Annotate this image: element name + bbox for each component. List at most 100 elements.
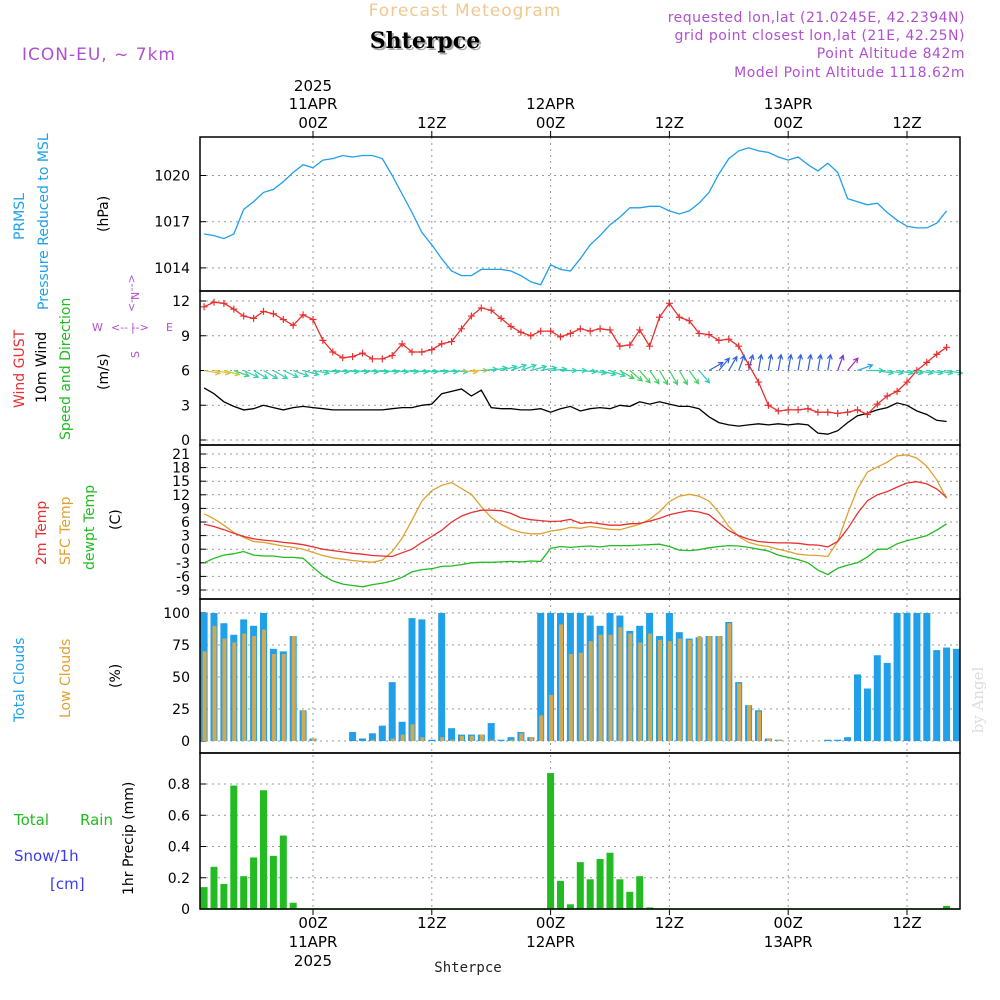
wind-arrow [382, 368, 400, 375]
wind-arrow [847, 357, 859, 371]
total-cloud-bar [883, 662, 891, 741]
wind-arrow [787, 353, 794, 371]
wind-arrow [649, 370, 660, 385]
gust-marker [359, 349, 366, 357]
wind-arrow [658, 370, 669, 386]
wind-gust-label: Wind GUST [12, 329, 28, 408]
low-cloud-bar [737, 683, 742, 741]
pressure-tick-label: 1014 [154, 261, 190, 277]
precip-tick-label: 0 [181, 902, 190, 918]
gust-marker [299, 311, 307, 319]
gust-marker [428, 346, 436, 354]
wind-arrow [342, 368, 360, 375]
top-hour-label: 00Z [298, 114, 327, 132]
gust-marker [873, 400, 881, 408]
temp-unit: (C) [108, 509, 124, 530]
credit: by Angel [969, 666, 987, 733]
wind-arrow [273, 369, 289, 380]
total-cloud-bar [854, 674, 861, 741]
low-cloud-bar [648, 633, 653, 741]
wind-arrow [718, 357, 730, 371]
rain-bar [210, 866, 218, 909]
low-cloud-bar [598, 634, 603, 741]
gust-marker [289, 321, 297, 329]
wind-vectors [203, 353, 964, 386]
gust-marker [834, 409, 842, 417]
low-cloud-bar [271, 653, 276, 741]
top-hour-label: 12Z [892, 114, 921, 132]
point-altitude: Point Altitude 842m [817, 46, 965, 62]
gust-marker [764, 401, 772, 409]
bottom-hour-label: 00Z [774, 914, 803, 932]
gust-marker [705, 331, 713, 339]
gust-marker [685, 317, 693, 325]
compass-n: N [129, 292, 142, 300]
panel-frames [199, 136, 961, 910]
low-cloud-bar [479, 734, 484, 741]
wind-unit: (m/s) [96, 353, 112, 390]
precip-tick-label: 0.4 [168, 840, 190, 856]
temp-tick-label: 0 [181, 542, 190, 558]
gust-marker [943, 343, 951, 351]
wind-arrow [757, 353, 764, 371]
rain-bar [576, 862, 584, 909]
low-cloud-bar [588, 641, 593, 741]
bottom-hour-label: 12Z [417, 914, 446, 932]
gust-marker [448, 338, 456, 346]
gust-marker [933, 350, 941, 358]
gust-marker [675, 313, 683, 321]
top-hour-label: 00Z [536, 114, 565, 132]
total-cloud-bar [388, 682, 396, 741]
wind-arrow [233, 369, 251, 378]
low-cloud-bar [707, 636, 712, 741]
temperature-panel: 2m Temp SFC Temp dewpt Temp (C) [34, 485, 124, 570]
wind-tick-label: 0 [181, 433, 190, 449]
compass-rose: N S W E <-- --> <-- --> | [92, 274, 173, 358]
compass-e: E [166, 321, 173, 334]
gust-marker [903, 378, 911, 386]
wind-arrow [322, 368, 341, 375]
wind-arrow [857, 363, 874, 372]
temp-tick-label: -3 [176, 556, 190, 572]
pressure-label-1: PRMSL [12, 193, 28, 240]
total-cloud-bar [398, 721, 406, 741]
low-cloud-bar [757, 711, 761, 741]
low-cloud-bar [568, 653, 573, 741]
gust-marker [527, 332, 535, 340]
clouds-tick-label: 25 [172, 702, 190, 718]
requested-coords: requested lon,lat (21.0245E, 42.2394N) [668, 10, 965, 26]
total-cloud-bar [844, 737, 852, 741]
rain-bar [586, 879, 594, 909]
gust-marker [596, 325, 604, 333]
bottom-hour-label: 12Z [892, 914, 921, 932]
gust-marker [557, 333, 564, 341]
bottom-date-label: 11APR [289, 933, 338, 951]
gridpoint-coords: grid point closest lon,lat (21E, 42.25N) [674, 28, 965, 44]
wind-arrow [738, 354, 746, 371]
total-cloud-bar [359, 738, 366, 741]
low-cloud-bar [301, 710, 306, 741]
total-cloud-bar [943, 647, 951, 741]
wind-tick-label: 9 [181, 329, 190, 345]
temp-tick-label: 18 [172, 461, 190, 477]
clouds-tick-label: 50 [172, 670, 190, 686]
rain-bar [646, 907, 654, 909]
chart-title: Forecast Meteogram [369, 1, 562, 21]
gust-marker [814, 408, 822, 416]
low-cloud-bar [559, 624, 563, 741]
total-cloud-bar [863, 688, 871, 741]
top-hour-label: 12Z [655, 114, 684, 132]
wind-arrow [698, 370, 711, 384]
gust-marker [487, 306, 495, 314]
rain-bar [279, 835, 287, 909]
wind-arrow [431, 368, 449, 375]
wind-arrow [283, 369, 299, 379]
wind-arrow [668, 370, 679, 386]
precip-unit-label: 1hr Precip (mm) [121, 782, 137, 895]
gust-marker [210, 298, 218, 306]
clouds-tick-label: 75 [172, 638, 190, 654]
wind-arrow [826, 353, 833, 371]
total-cloud-bar [537, 613, 545, 741]
wind-tick-label: 6 [181, 364, 190, 380]
